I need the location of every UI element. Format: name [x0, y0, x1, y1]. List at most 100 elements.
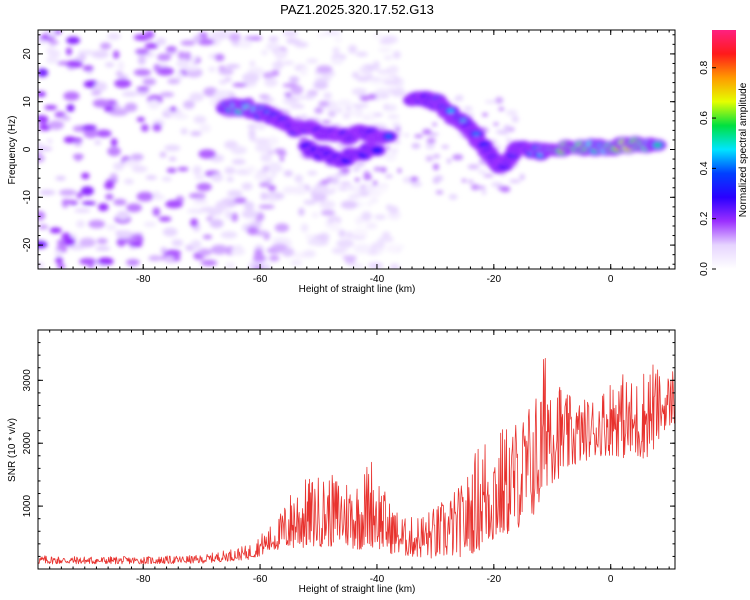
spectrogram-xtick-label: -80 — [136, 274, 151, 285]
noise-blob — [260, 192, 268, 201]
noise-blob — [177, 167, 189, 172]
noise-blob — [338, 186, 349, 191]
noise-blob — [266, 136, 279, 146]
noise-blob — [231, 212, 239, 222]
noise-blob — [500, 186, 511, 193]
noise-blob — [255, 143, 272, 153]
noise-blob — [381, 231, 391, 239]
colorbar-ticks: 0.0 0.2 0.4 0.6 0.8 — [699, 60, 716, 276]
noise-blob — [498, 107, 505, 111]
noise-blob — [230, 247, 246, 256]
noise-blob — [105, 193, 114, 200]
noise-blob — [467, 164, 480, 170]
noise-blob — [130, 153, 144, 161]
noise-blob — [108, 109, 127, 116]
noise-blob — [268, 184, 276, 192]
noise-blob — [192, 165, 202, 176]
noise-blob — [225, 261, 236, 269]
noise-blob — [82, 65, 94, 72]
noise-blob — [105, 224, 118, 231]
noise-blob — [340, 181, 352, 186]
noise-blob — [183, 100, 195, 110]
noise-blob — [38, 91, 46, 97]
noise-blob — [38, 224, 49, 230]
noise-blob — [220, 231, 238, 239]
noise-blob — [94, 81, 108, 92]
noise-blob — [152, 123, 162, 132]
noise-blob — [345, 231, 353, 239]
ridge-core — [373, 148, 381, 153]
noise-blob — [65, 47, 73, 56]
noise-blob — [495, 96, 504, 104]
noise-blob — [166, 51, 176, 56]
snr-xtick-label: -40 — [370, 574, 385, 585]
noise-blob — [404, 133, 410, 137]
noise-blob — [403, 176, 411, 184]
noise-blob — [161, 176, 172, 182]
noise-blob — [374, 214, 386, 220]
noise-blob — [79, 257, 97, 266]
noise-blob — [336, 239, 354, 248]
noise-blob — [147, 99, 160, 110]
noise-blob — [323, 92, 332, 100]
noise-blob — [355, 51, 368, 57]
noise-blob — [271, 243, 288, 252]
noise-blob — [289, 76, 300, 84]
noise-blob — [110, 138, 118, 147]
noise-blob — [109, 173, 118, 181]
noise-blob — [340, 167, 351, 174]
noise-blob — [378, 93, 390, 99]
snr-ytick-label: 2000 — [22, 432, 33, 455]
noise-blob — [193, 115, 207, 124]
noise-blob — [210, 244, 229, 255]
noise-blob — [176, 71, 184, 81]
snr-ticks: -80 -60 -40 -20 0 1000 2000 3000 — [22, 329, 675, 585]
colorbar: 0.0 0.2 0.4 0.6 0.8 Normalized spectral ampl… — [699, 30, 749, 276]
noise-blob — [306, 58, 319, 64]
noise-blob — [394, 140, 401, 145]
noise-blob — [136, 117, 145, 122]
noise-blob — [168, 156, 177, 162]
noise-blob — [385, 145, 391, 151]
spectrogram-xtick-label: -60 — [253, 274, 268, 285]
noise-blob — [113, 162, 124, 171]
noise-blob — [162, 227, 178, 237]
noise-blob — [361, 69, 372, 75]
noise-blob — [337, 100, 353, 107]
noise-blob — [294, 41, 309, 48]
noise-blob — [48, 40, 59, 45]
noise-blob — [197, 248, 212, 257]
noise-blob — [96, 238, 108, 245]
noise-blob — [176, 59, 189, 68]
noise-blob — [88, 219, 106, 229]
noise-blob — [192, 35, 202, 42]
spectrogram-panel: -80 -60 -40 -20 0 -20 -10 0 10 20 Height of strai… — [7, 29, 676, 295]
noise-blob — [46, 138, 53, 144]
noise-blob — [332, 47, 340, 55]
noise-blob — [342, 112, 351, 120]
noise-blob — [379, 39, 392, 45]
noise-blob — [453, 97, 462, 101]
noise-blob — [294, 174, 304, 183]
noise-blob — [392, 50, 401, 59]
noise-blob — [311, 192, 327, 202]
noise-blob — [95, 246, 111, 251]
noise-blob — [321, 120, 332, 124]
noise-blob — [388, 65, 399, 74]
noise-blob — [520, 175, 525, 180]
noise-blob — [331, 187, 336, 193]
noise-blob — [274, 49, 288, 60]
noise-blob — [202, 234, 213, 240]
noise-blob — [153, 63, 161, 72]
colorbar-tick-label: 0.4 — [699, 161, 710, 175]
noise-blob — [511, 115, 519, 123]
noise-blob — [410, 181, 423, 187]
noise-blob — [199, 123, 211, 133]
noise-blob — [355, 216, 364, 226]
noise-blob — [356, 75, 371, 82]
noise-blob — [434, 175, 444, 182]
noise-blob — [61, 115, 71, 121]
noise-blob — [386, 244, 400, 253]
noise-blob — [409, 176, 419, 182]
noise-blob — [242, 72, 260, 83]
